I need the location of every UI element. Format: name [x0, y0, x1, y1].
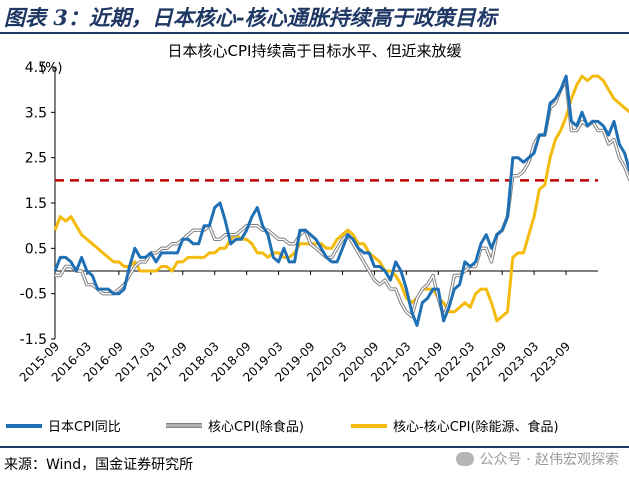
y-tick-label: 2.5: [25, 151, 47, 167]
series-core-core-line: [53, 74, 629, 323]
legend-label-core: 核心CPI(除食品): [208, 420, 304, 435]
legend-label-core-core: 核心-核心CPI(除能源、食品): [393, 420, 559, 435]
y-tick-label: 0.5: [25, 241, 47, 257]
source-note: 来源：Wind，国金证券研究所: [4, 457, 194, 473]
y-tick-label: -0.5: [20, 287, 47, 303]
y-tick-label: -1.5: [20, 332, 47, 348]
y-tick-label: 4.5: [25, 60, 47, 76]
legend-item-core-core: 核心-核心CPI(除能源、食品): [351, 416, 559, 435]
wechat-icon: [455, 452, 474, 466]
series-core-outline: [55, 78, 629, 318]
legend-swatch-core-core: [351, 423, 387, 428]
title-rule: [0, 32, 629, 34]
legend-item-core: 核心CPI(除食品): [166, 416, 304, 435]
watermark: 公众号 · 赵伟宏观探索: [455, 449, 619, 469]
line-chart: 4.53.52.51.50.5-0.5-1.52015-092016-03201…: [17, 60, 629, 385]
legend: 日本CPI同比 核心CPI(除食品) 核心-核心CPI(除能源、食品): [6, 416, 626, 438]
y-tick-label: 3.5: [25, 105, 47, 121]
legend-swatch-headline: [6, 423, 42, 428]
legend-label-headline: 日本CPI同比: [48, 420, 121, 435]
y-tick-label: 1.5: [25, 196, 47, 212]
series-headline-line: [53, 74, 629, 327]
watermark-text: 公众号 · 赵伟宏观探索: [479, 452, 619, 468]
legend-swatch-core: [166, 423, 202, 428]
legend-item-headline: 日本CPI同比: [6, 416, 121, 435]
chart-title: 日本核心CPI持续高于目标水平、但近来放缓: [167, 42, 462, 60]
figure-title: 图表 3：近期，日本核心-核心通胀持续高于政策目标: [4, 5, 497, 30]
y-unit-label: (%): [40, 61, 63, 76]
bottom-rule: [0, 446, 629, 448]
series-core-line: [55, 79, 629, 317]
